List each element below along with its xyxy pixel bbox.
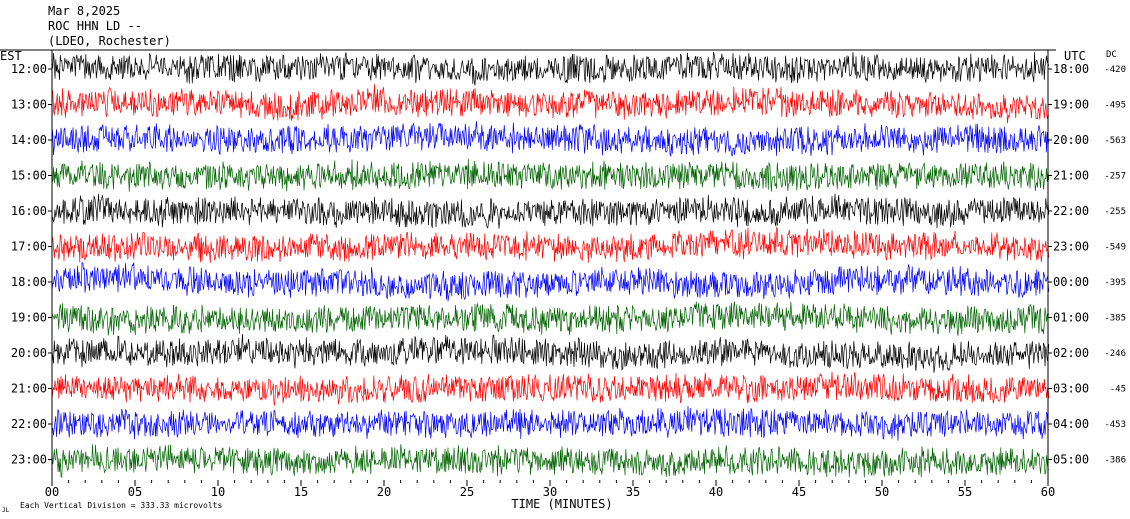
trace-row-4 — [51, 158, 1050, 192]
utc-time-label: 18:00 — [1053, 62, 1089, 76]
row-labels: EST UTC DC 12:00 18:00 -420 13:00 19:00 -495 14:0… — [0, 49, 1126, 467]
dc-header-label: DC — [1106, 50, 1117, 60]
trace-row-12 — [51, 444, 1050, 478]
x-tick-label: 45 — [792, 485, 806, 499]
dc-offset-label: -386 — [1104, 456, 1126, 466]
est-time-label: 16:00 — [11, 204, 47, 218]
trace-row-2 — [51, 84, 1050, 124]
est-time-label: 17:00 — [11, 240, 47, 254]
x-tick-label: 50 — [875, 485, 889, 499]
header-station: ROC HHN LD -- — [48, 19, 142, 33]
dc-offset-label: -257 — [1104, 172, 1126, 182]
dc-offset-label: -495 — [1104, 101, 1126, 111]
est-time-label: 23:00 — [11, 453, 47, 467]
trace-row-11 — [51, 405, 1050, 441]
est-time-label: 21:00 — [11, 382, 47, 396]
x-tick-label: 40 — [709, 485, 723, 499]
est-time-label: 22:00 — [11, 417, 47, 431]
est-time-label: 14:00 — [11, 133, 47, 147]
utc-time-label: 01:00 — [1053, 311, 1089, 325]
x-axis-title: TIME (MINUTES) — [511, 497, 612, 511]
utc-time-label: 04:00 — [1053, 417, 1089, 431]
utc-time-label: 22:00 — [1053, 204, 1089, 218]
dc-offset-label: -563 — [1104, 136, 1126, 146]
footnote-scale: Each Vertical Division = 333.33 microvol… — [20, 501, 222, 510]
trace-row-5 — [51, 193, 1050, 229]
x-tick-label: 25 — [460, 485, 474, 499]
trace-row-1 — [51, 51, 1050, 86]
dc-offset-label: -246 — [1104, 349, 1126, 359]
dc-offset-label: -385 — [1104, 314, 1126, 324]
est-time-label: 15:00 — [11, 169, 47, 183]
trace-row-8 — [51, 301, 1050, 336]
dc-offset-label: -45 — [1110, 385, 1126, 395]
est-time-label: 18:00 — [11, 275, 47, 289]
utc-time-label: 19:00 — [1053, 98, 1089, 112]
est-time-label: 12:00 — [11, 62, 47, 76]
trace-row-10 — [51, 371, 1050, 407]
x-tick-label: 20 — [377, 485, 391, 499]
trace-row-7 — [51, 262, 1050, 302]
header-network: (LDEO, Rochester) — [48, 34, 171, 48]
header-date: Mar 8,2025 — [48, 4, 121, 18]
utc-time-label: 20:00 — [1053, 133, 1089, 147]
dc-offset-label: -549 — [1104, 243, 1126, 253]
right-timezone-label: UTC — [1064, 49, 1086, 63]
utc-time-label: 23:00 — [1053, 240, 1089, 254]
est-time-label: 19:00 — [11, 311, 47, 325]
x-tick-label: 05 — [128, 485, 142, 499]
dc-offset-label: -395 — [1104, 278, 1126, 288]
trace-row-3 — [51, 121, 1050, 158]
est-time-label: 13:00 — [11, 98, 47, 112]
x-tick-label: 15 — [294, 485, 308, 499]
utc-time-label: 21:00 — [1053, 169, 1089, 183]
utc-time-label: 05:00 — [1053, 453, 1089, 467]
x-tick-label: 35 — [626, 485, 640, 499]
x-tick-label: 30 — [543, 485, 557, 499]
corner-mark: JL — [2, 507, 10, 514]
x-tick-label: 00 — [45, 485, 59, 499]
dc-offset-label: -255 — [1104, 207, 1126, 217]
utc-time-label: 03:00 — [1053, 382, 1089, 396]
x-tick-label: 60 — [1041, 485, 1055, 499]
utc-time-label: 02:00 — [1053, 346, 1089, 360]
x-axis: 00 05 10 15 20 25 30 35 40 45 50 55 60 TIME (MINUTES)… — [2, 480, 1055, 514]
utc-time-label: 00:00 — [1053, 275, 1089, 289]
x-tick-label: 55 — [958, 485, 972, 499]
trace-row-6 — [51, 226, 1050, 264]
x-tick-label: 10 — [211, 485, 225, 499]
trace-row-9 — [51, 333, 1050, 373]
dc-offset-label: -420 — [1104, 65, 1126, 75]
est-time-label: 20:00 — [11, 346, 47, 360]
dc-offset-label: -453 — [1104, 420, 1126, 430]
plot-frame — [0, 49, 1056, 486]
left-timezone-label: EST — [0, 49, 22, 63]
seismic-traces — [51, 51, 1050, 478]
